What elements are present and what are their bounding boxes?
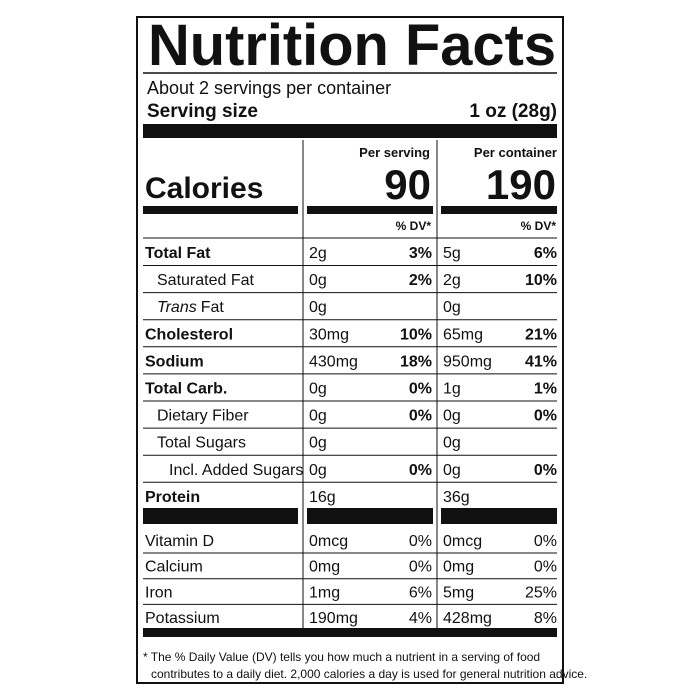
nutrient-name: Total Sugars [157, 435, 246, 452]
amount: 0g [309, 272, 327, 289]
daily-value: 0% [534, 408, 557, 425]
daily-value: 6% [534, 245, 557, 262]
daily-value: 1% [534, 381, 557, 398]
amount: 36g [443, 489, 470, 506]
dv-header: % DV* [521, 219, 557, 233]
daily-value: 25% [525, 584, 557, 601]
amount: 0g [309, 299, 327, 316]
thick-bar [143, 508, 298, 524]
amount: 0g [443, 299, 461, 316]
daily-value: 10% [400, 326, 432, 343]
amount: 430mg [309, 353, 358, 370]
nutrient-name: Total Fat [145, 245, 211, 262]
nutrient-name: Saturated Fat [157, 272, 255, 289]
amount: 0g [309, 435, 327, 452]
amount: 0mg [309, 559, 340, 576]
amount: 16g [309, 489, 336, 506]
servings: About 2 servings per container [147, 78, 391, 98]
amount: 428mg [443, 610, 492, 627]
amount: 0mcg [309, 533, 348, 550]
nutrient-name: Total Carb. [145, 381, 227, 398]
daily-value: 6% [409, 584, 432, 601]
calories-value: 90 [384, 161, 431, 208]
daily-value: 41% [525, 353, 557, 370]
nutrient-name-rest: Fat [201, 299, 225, 316]
daily-value: 8% [534, 610, 557, 627]
daily-value: 2% [409, 272, 432, 289]
nutrient-name: Protein [145, 489, 200, 506]
nutrient-name: Cholesterol [145, 326, 233, 343]
amount: 2g [443, 272, 461, 289]
serving-size-value: 1 oz (28g) [469, 101, 557, 122]
daily-value: 4% [409, 610, 432, 627]
nutrient-name: Incl. Added Sugars [169, 462, 303, 479]
thick-bar [441, 206, 557, 214]
amount: 5mg [443, 584, 474, 601]
amount: 0mcg [443, 533, 482, 550]
footnote: * The % Daily Value (DV) tells you how m… [143, 650, 540, 664]
calories-label: Calories [145, 172, 263, 205]
thick-bar [307, 508, 433, 524]
thick-bar [143, 206, 298, 214]
column-header: Per serving [359, 145, 430, 160]
column-header: Per container [474, 145, 557, 160]
daily-value: 0% [534, 462, 557, 479]
daily-value: 0% [409, 533, 432, 550]
daily-value: 0% [534, 559, 557, 576]
daily-value: 21% [525, 326, 557, 343]
nutrient-name: Vitamin D [145, 533, 214, 550]
amount: 2g [309, 245, 327, 262]
amount: 190mg [309, 610, 358, 627]
thick-bar [441, 508, 557, 524]
nutrient-name: Calcium [145, 559, 203, 576]
amount: 1mg [309, 584, 340, 601]
amount: 0g [309, 381, 327, 398]
calories-value: 190 [486, 161, 556, 208]
nutrient-name: Sodium [145, 353, 204, 370]
daily-value: 0% [409, 408, 432, 425]
daily-value: 0% [409, 559, 432, 576]
daily-value: 0% [409, 462, 432, 479]
nutrient-name: Potassium [145, 610, 220, 627]
daily-value: 0% [534, 533, 557, 550]
amount: 950mg [443, 353, 492, 370]
serving-size-label: Serving size [147, 101, 258, 122]
amount: 0g [443, 408, 461, 425]
nutrient-name: Iron [145, 584, 173, 601]
amount: 0g [309, 408, 327, 425]
amount: 65mg [443, 326, 483, 343]
title: Nutrition Facts [148, 13, 556, 78]
amount: 0g [309, 462, 327, 479]
amount: 0g [443, 462, 461, 479]
nutrient-name-italic: Trans [157, 299, 197, 316]
daily-value: 0% [409, 381, 432, 398]
nutrient-name: Trans Fat [157, 299, 224, 316]
daily-value: 3% [409, 245, 432, 262]
thick-bar [143, 628, 557, 637]
amount: 30mg [309, 326, 349, 343]
dv-header: % DV* [396, 219, 432, 233]
thick-bar [143, 124, 557, 138]
daily-value: 18% [400, 353, 432, 370]
nutrient-name: Dietary Fiber [157, 408, 249, 425]
footnote: contributes to a daily diet. 2,000 calor… [151, 667, 587, 681]
thick-bar [307, 206, 433, 214]
amount: 0mg [443, 559, 474, 576]
daily-value: 10% [525, 272, 557, 289]
amount: 5g [443, 245, 461, 262]
amount: 0g [443, 435, 461, 452]
amount: 1g [443, 381, 461, 398]
